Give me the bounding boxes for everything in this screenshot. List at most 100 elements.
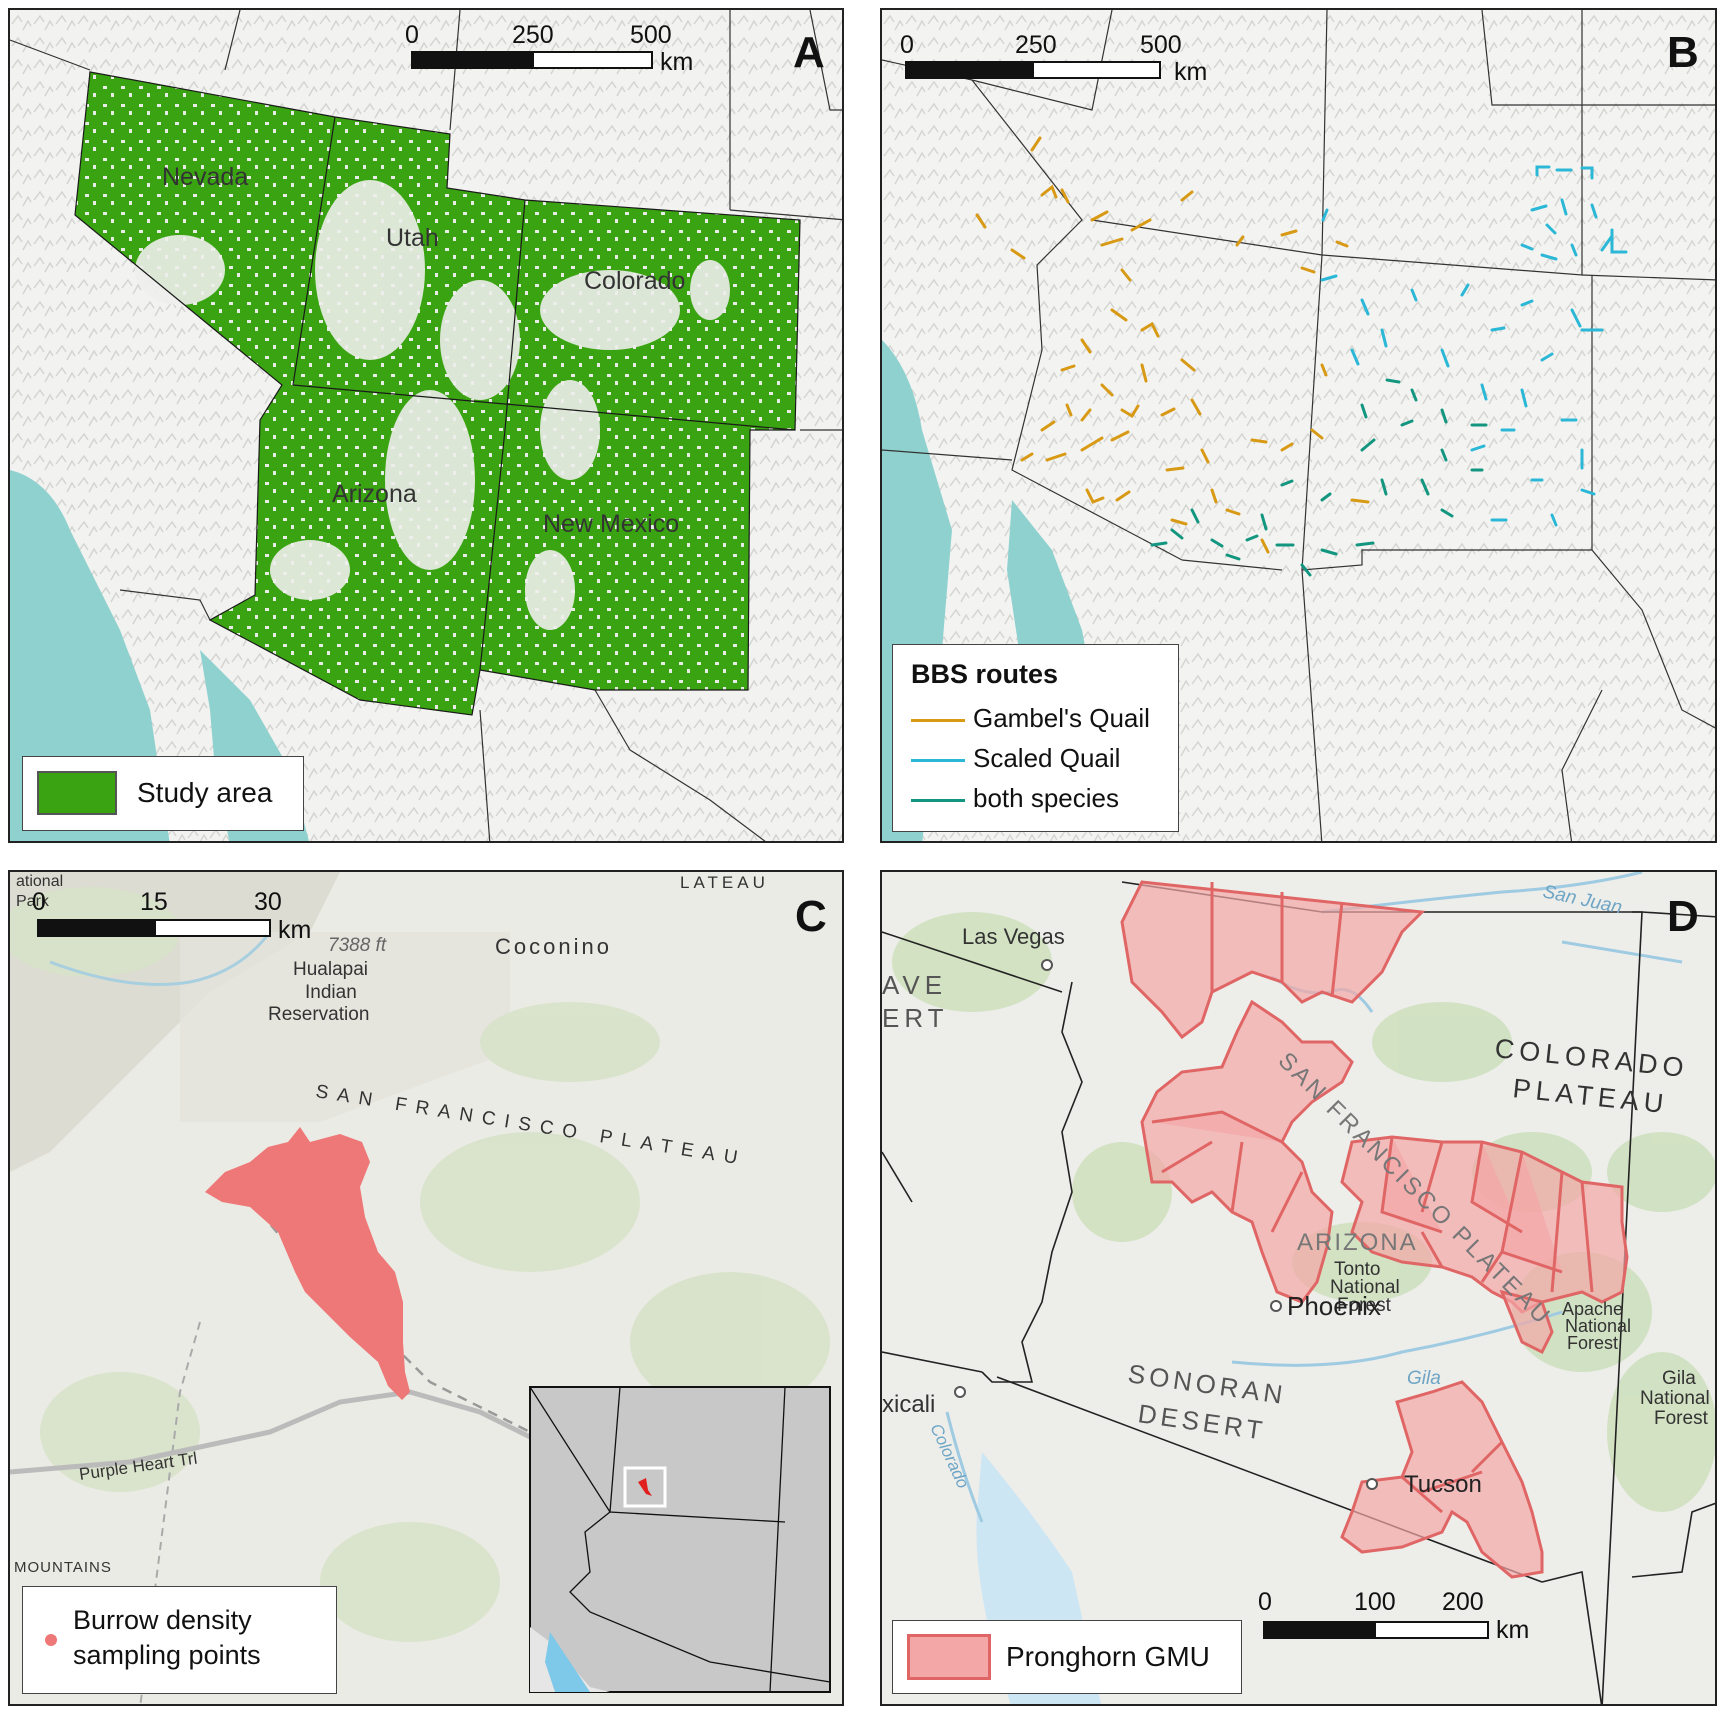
scale-unit: km — [660, 48, 693, 76]
pacific-ocean — [10, 470, 170, 841]
route-scaled-quail — [1320, 165, 1628, 527]
scale-tick-30: 30 — [254, 888, 282, 916]
panel-label-d: D — [1667, 892, 1699, 941]
scale-tick-250: 250 — [512, 21, 554, 49]
scale-tick-100: 100 — [1354, 1588, 1396, 1616]
place-label-indian: Indian — [305, 982, 357, 1003]
scale-unit: km — [1174, 58, 1207, 86]
state-label-nevada: Nevada — [162, 163, 248, 191]
panel-b: 0 250 500 km B BBS routes Gambel's Quail… — [880, 8, 1717, 843]
route-both-species — [1150, 378, 1488, 577]
scale-tick-250: 250 — [1015, 31, 1057, 59]
scale-tick-0: 0 — [1258, 1588, 1272, 1616]
place-label-gila-river: Gila — [1407, 1368, 1441, 1389]
panel-d: Las Vegas AVE ERT San Juan COLORADO PLAT… — [880, 870, 1717, 1706]
las-vegas-marker — [1041, 959, 1053, 971]
tucson-marker — [1366, 1478, 1378, 1490]
study-area-gaps — [135, 180, 730, 630]
place-label-national-park: ational — [16, 873, 63, 890]
place-label-tonto-national: National — [1330, 1277, 1400, 1298]
place-label-mountains: MOUNTAINS — [14, 1559, 112, 1576]
legend-title: BBS routes — [911, 659, 1059, 689]
reservation-area — [180, 932, 510, 1122]
river — [49, 931, 272, 986]
place-label-hualapai: Hualapai — [293, 959, 368, 980]
place-label-tonto-forest: Forest — [1337, 1295, 1392, 1316]
state-boundaries — [882, 10, 1715, 841]
scale-unit: km — [1496, 1616, 1529, 1644]
state-label-arizona: Arizona — [332, 480, 417, 508]
panel-d-map: Las Vegas AVE ERT San Juan COLORADO PLAT… — [882, 872, 1715, 1704]
scale-tick-0: 0 — [32, 888, 46, 916]
legend-swatch-pronghorn-gmu — [907, 1634, 991, 1680]
legend-label-burrow-density-line2: sampling points — [73, 1640, 261, 1670]
place-label-gila-national: National — [1640, 1388, 1710, 1409]
route-gambels-quail — [975, 136, 1370, 554]
place-label-gila: Gila — [1662, 1368, 1696, 1389]
scale-bar: 0 250 500 km — [900, 31, 1207, 86]
purple-heart-trail — [10, 1389, 572, 1475]
legend-line-both-species — [911, 799, 965, 802]
legend-c: Burrow density sampling points — [22, 1586, 337, 1694]
legend-line-gambels-quail — [911, 719, 965, 722]
scale-bar: 0 100 200 km — [1258, 1588, 1529, 1644]
gmu-region-apache — [1499, 1289, 1554, 1355]
state-label-new-mexico: New Mexico — [543, 510, 679, 538]
place-label-arizona: ARIZONA — [1297, 1229, 1418, 1256]
scale-bar: 0 250 500 km — [405, 21, 693, 76]
legend-swatch-study-area — [37, 771, 117, 815]
locator-inset — [529, 1386, 831, 1693]
phoenix-marker — [1270, 1300, 1282, 1312]
gmu-region-south — [1340, 1380, 1544, 1579]
gmu-region-north — [1120, 880, 1426, 1040]
legend-label-gambels-quail: Gambel's Quail — [973, 703, 1150, 733]
scale-tick-15: 15 — [140, 888, 168, 916]
panel-label-a: A — [793, 28, 825, 77]
place-label-mexicali: xicali — [882, 1391, 935, 1418]
scale-tick-0: 0 — [405, 21, 419, 49]
place-label-las-vegas: Las Vegas — [962, 924, 1065, 949]
place-label-tonto: Tonto — [1334, 1259, 1380, 1280]
panel-label-b: B — [1667, 28, 1699, 77]
state-label-colorado: Colorado — [584, 267, 685, 295]
panel-a: Nevada Utah Colorado Arizona New Mexico … — [8, 8, 844, 843]
state-boundaries — [10, 10, 842, 841]
legend-label-burrow-density-line1: Burrow density — [73, 1605, 252, 1635]
scale-tick-500: 500 — [1140, 31, 1182, 59]
panel-label-c: C — [795, 892, 827, 941]
place-label-park: Park — [16, 893, 50, 910]
legend-a: Study area — [22, 756, 304, 831]
panel-a-map: Nevada Utah Colorado Arizona New Mexico … — [10, 10, 842, 841]
legend-b: BBS routes Gambel's Quail Scaled Quail b… — [892, 644, 1179, 832]
legend-d: Pronghorn GMU — [892, 1620, 1242, 1694]
pronghorn-gmu-polygons — [1120, 880, 1629, 1579]
legend-label-study-area: Study area — [137, 777, 273, 808]
place-label-reservation: Reservation — [268, 1004, 369, 1025]
legend-line-scaled-quail — [911, 759, 965, 762]
study-area-state-lines — [74, 71, 801, 716]
scale-tick-0: 0 — [900, 31, 914, 59]
place-label-coconino: Coconino — [495, 934, 612, 959]
place-label-elevation: 7388 ft — [328, 935, 387, 956]
legend-label-both-species: both species — [973, 783, 1119, 813]
legend-dot-burrow-density — [45, 1634, 57, 1646]
gmu-region-central-west — [1140, 999, 1354, 1304]
place-label-phoenix: Phoenix — [1287, 1291, 1381, 1321]
place-label-apache: Apache — [1562, 1299, 1623, 1319]
place-label-plateau-top: LATEAU — [680, 873, 769, 892]
burrow-density-sampling-area — [205, 1127, 410, 1400]
city-markers — [954, 959, 1378, 1490]
panel-c: 7388 ft Hualapai Indian Reservation Coco… — [8, 870, 844, 1706]
place-label-tucson: Tucson — [1404, 1471, 1482, 1498]
place-label-apache-forest: Forest — [1567, 1333, 1618, 1353]
legend-label-scaled-quail: Scaled Quail — [973, 743, 1121, 773]
scale-tick-200: 200 — [1442, 1588, 1484, 1616]
panel-c-map: 7388 ft Hualapai Indian Reservation Coco… — [10, 872, 842, 1704]
place-label-gila-forest: Forest — [1654, 1408, 1709, 1429]
place-label-mojave-desert-2: ERT — [882, 1003, 949, 1033]
scale-tick-500: 500 — [630, 21, 672, 49]
mexicali-marker — [954, 1386, 966, 1398]
scale-bar: 0 15 30 km — [32, 888, 311, 944]
legend-label-pronghorn-gmu: Pronghorn GMU — [1006, 1641, 1210, 1672]
place-label-apache-national: National — [1565, 1316, 1631, 1336]
